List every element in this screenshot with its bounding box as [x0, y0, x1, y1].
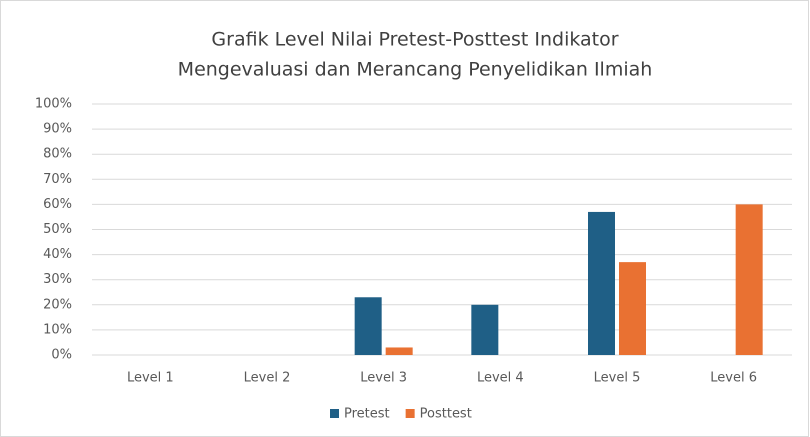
y-tick-label: 0%	[51, 348, 72, 363]
y-tick-label: 70%	[43, 172, 72, 187]
bar	[354, 297, 382, 355]
x-tick-label: Level 4	[477, 371, 524, 386]
bar	[471, 304, 499, 355]
y-tick-label: 60%	[43, 197, 72, 212]
x-tick-label: Level 5	[594, 371, 641, 386]
legend-label: Posttest	[420, 407, 472, 422]
chart-title: Grafik Level Nilai Pretest-Posttest Indi…	[211, 29, 618, 51]
y-tick-label: 10%	[43, 322, 72, 337]
legend-swatch	[405, 409, 415, 418]
x-tick-label: Level 1	[127, 371, 174, 386]
y-tick-label: 20%	[43, 297, 72, 312]
bar	[735, 204, 763, 355]
y-tick-label: 30%	[43, 272, 72, 287]
bar	[588, 211, 615, 355]
y-tick-label: 40%	[43, 247, 72, 262]
x-tick-label: Level 2	[244, 371, 291, 386]
y-tick-label: 50%	[43, 222, 72, 237]
legend-label: Pretest	[344, 407, 390, 422]
legend-swatch	[330, 409, 339, 418]
x-tick-label: Level 3	[360, 371, 407, 386]
chart-title: Mengevaluasi dan Merancang Penyelidikan …	[178, 59, 653, 81]
y-tick-label: 80%	[43, 147, 72, 162]
bar	[385, 347, 413, 355]
x-tick-label: Level 6	[710, 371, 757, 386]
bar	[619, 262, 646, 355]
y-tick-label: 100%	[35, 97, 72, 112]
y-tick-label: 90%	[43, 122, 72, 137]
